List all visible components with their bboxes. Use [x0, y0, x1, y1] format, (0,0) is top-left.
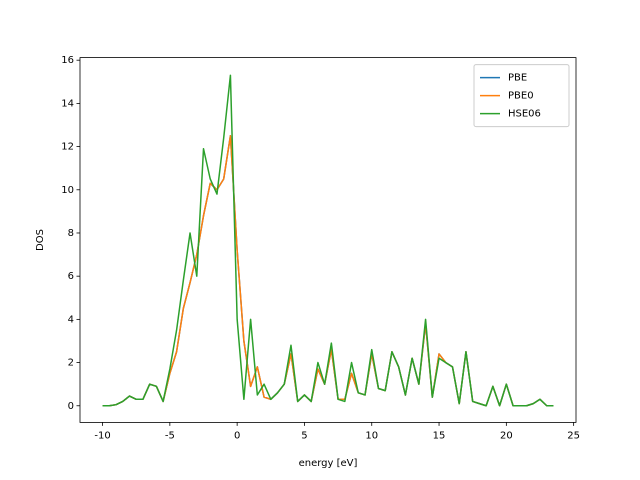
x-tick-label: 20 [500, 430, 513, 441]
x-tick-label: 10 [365, 430, 378, 441]
x-tick-label: -10 [94, 430, 110, 441]
y-tick-label: 14 [61, 98, 74, 109]
y-tick-label: 6 [68, 271, 74, 282]
y-tick-label: 4 [68, 314, 74, 325]
legend-label: PBE [508, 73, 527, 84]
y-tick-label: 12 [61, 142, 74, 153]
x-axis-label: energy [eV] [299, 458, 358, 469]
legend-label: PBE0 [508, 91, 534, 102]
y-tick-label: 16 [61, 55, 74, 66]
x-tick-label: 15 [433, 430, 446, 441]
y-tick-label: 10 [61, 185, 74, 196]
y-tick-label: 2 [68, 358, 74, 369]
y-tick-label: 8 [68, 228, 74, 239]
y-tick-label: 0 [68, 401, 74, 412]
x-tick-label: -5 [165, 430, 175, 441]
y-axis-label: DOS [35, 229, 46, 251]
x-tick-label: 25 [567, 430, 580, 441]
x-tick-label: 5 [301, 430, 307, 441]
series-line [102, 74, 554, 407]
axes-frame [79, 57, 577, 423]
x-tick-label: 0 [234, 430, 240, 441]
legend-label: HSE06 [508, 109, 541, 120]
legend-box [473, 64, 570, 128]
